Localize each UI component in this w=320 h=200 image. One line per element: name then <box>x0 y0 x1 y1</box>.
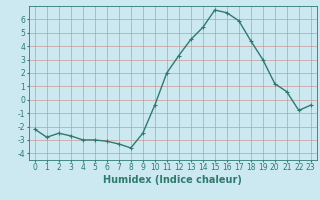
X-axis label: Humidex (Indice chaleur): Humidex (Indice chaleur) <box>103 175 242 185</box>
